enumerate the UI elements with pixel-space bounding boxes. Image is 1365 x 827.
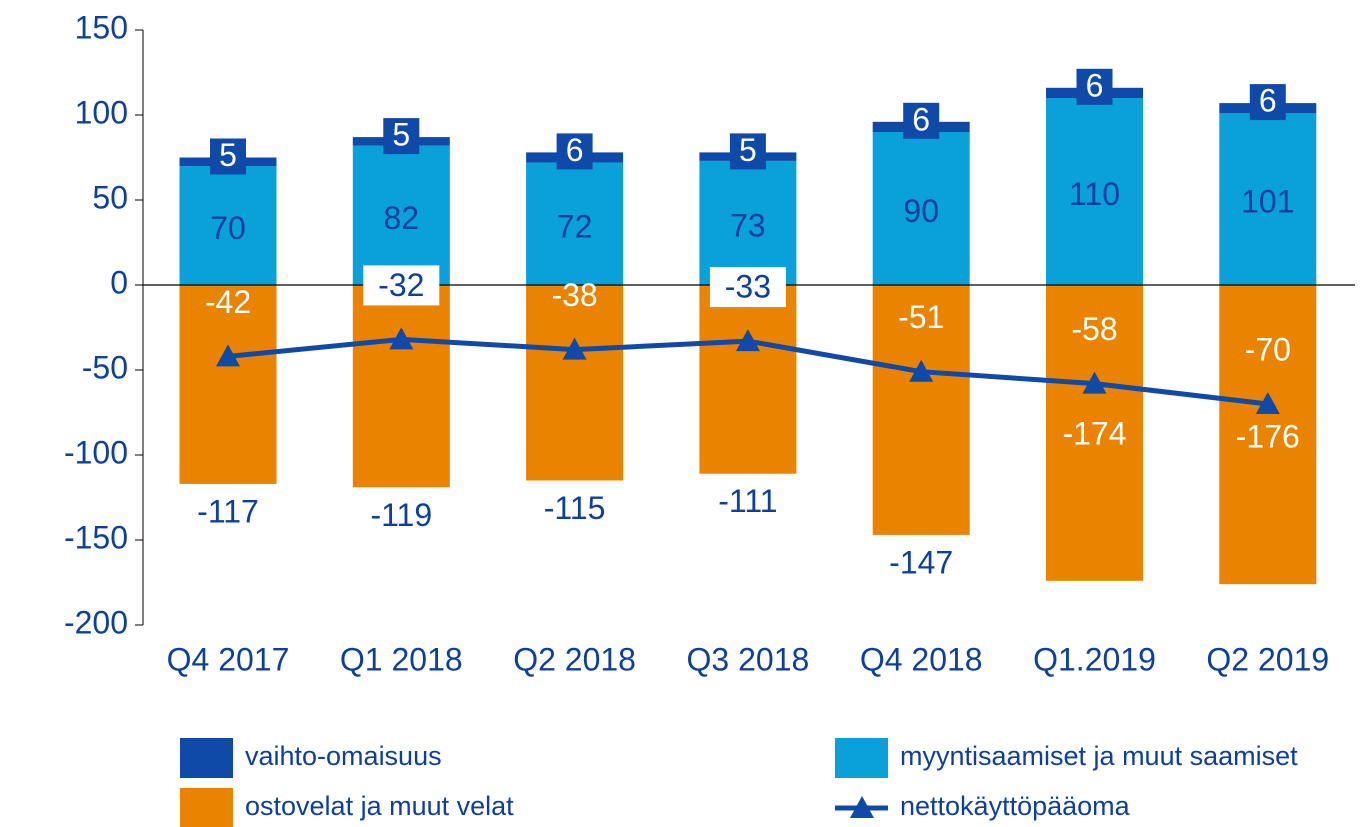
data-label: 6 <box>1259 83 1277 119</box>
data-label: 6 <box>1086 67 1104 103</box>
label-box <box>363 265 440 306</box>
data-label: -51 <box>898 299 944 335</box>
y-tick-label: -100 <box>64 434 128 470</box>
data-label: -42 <box>205 284 251 320</box>
x-tick-label: Q2 2019 <box>1206 641 1329 677</box>
label-box <box>556 133 593 170</box>
data-label: -70 <box>1245 331 1291 367</box>
marker <box>909 359 934 382</box>
data-label: -111 <box>718 483 777 519</box>
label-box <box>1249 84 1286 121</box>
data-label: 101 <box>1241 184 1294 220</box>
label-box <box>729 133 766 170</box>
data-label: -174 <box>1062 415 1126 451</box>
y-tick-label: -50 <box>82 349 128 385</box>
data-label: 6 <box>566 132 584 168</box>
data-label: -33 <box>725 269 771 305</box>
marker <box>216 344 240 367</box>
legend-marker <box>850 796 874 818</box>
marker <box>389 327 414 350</box>
data-label: 5 <box>392 117 410 153</box>
bar-segment <box>872 285 970 535</box>
data-label: -58 <box>1071 311 1117 347</box>
data-label: -117 <box>197 493 259 529</box>
x-tick-label: Q2 2018 <box>513 641 636 677</box>
marker <box>735 329 760 352</box>
label-box <box>709 267 786 308</box>
data-label: 73 <box>730 207 766 243</box>
marker <box>1082 371 1107 394</box>
bar-segment <box>352 145 450 285</box>
label-box <box>903 102 940 139</box>
bar-segment <box>526 285 624 481</box>
y-tick-label: 150 <box>75 9 128 45</box>
bar-segment <box>699 160 797 285</box>
legend-label: ostovelat ja muut velat <box>245 791 514 821</box>
data-label: -32 <box>378 267 424 303</box>
data-label: 110 <box>1069 176 1120 212</box>
y-tick-label: 100 <box>75 94 128 130</box>
data-label: -147 <box>889 544 953 580</box>
y-tick-label: 0 <box>110 264 128 300</box>
bar-segment <box>872 132 970 285</box>
data-label: -176 <box>1236 419 1300 455</box>
marker <box>1255 392 1280 414</box>
bar-segment <box>179 285 277 484</box>
x-tick-label: Q1 2018 <box>340 641 463 677</box>
label-box <box>1076 68 1113 105</box>
data-label: -119 <box>370 497 432 533</box>
data-label: -115 <box>544 490 606 526</box>
marker <box>562 337 587 360</box>
label-box <box>210 138 246 175</box>
x-tick-label: Q4 2017 <box>167 641 290 677</box>
y-tick-label: 50 <box>92 179 128 215</box>
bar-segment <box>1046 98 1143 285</box>
data-label: 70 <box>210 210 246 246</box>
y-tick-label: -200 <box>64 604 128 640</box>
label-box <box>383 118 420 155</box>
legend-label: vaihto-omaisuus <box>245 741 442 771</box>
data-label: 5 <box>219 137 237 173</box>
bar-segment <box>352 285 450 488</box>
legend-swatch <box>180 788 233 827</box>
legend-swatch <box>835 738 888 778</box>
legend-label: nettokäyttöpääoma <box>900 791 1131 821</box>
bar-segment <box>699 285 797 474</box>
data-label: 72 <box>557 208 593 244</box>
data-label: 82 <box>384 200 420 236</box>
data-label: -38 <box>551 277 597 313</box>
data-label: 5 <box>739 132 757 168</box>
data-label: 6 <box>912 101 930 137</box>
x-tick-label: Q1.2019 <box>1033 641 1156 677</box>
x-tick-label: Q4 2018 <box>860 641 983 677</box>
bar-segment <box>1046 285 1143 581</box>
y-tick-label: -150 <box>64 519 128 555</box>
legend-label: myyntisaamiset ja muut saamiset <box>900 741 1298 771</box>
bar-segment <box>1219 113 1317 285</box>
bar-segment <box>1219 285 1317 585</box>
x-tick-label: Q3 2018 <box>687 641 810 677</box>
legend-swatch <box>180 738 233 778</box>
bar-segment <box>179 166 277 285</box>
data-label: 90 <box>903 193 939 229</box>
bar-segment <box>526 162 624 285</box>
